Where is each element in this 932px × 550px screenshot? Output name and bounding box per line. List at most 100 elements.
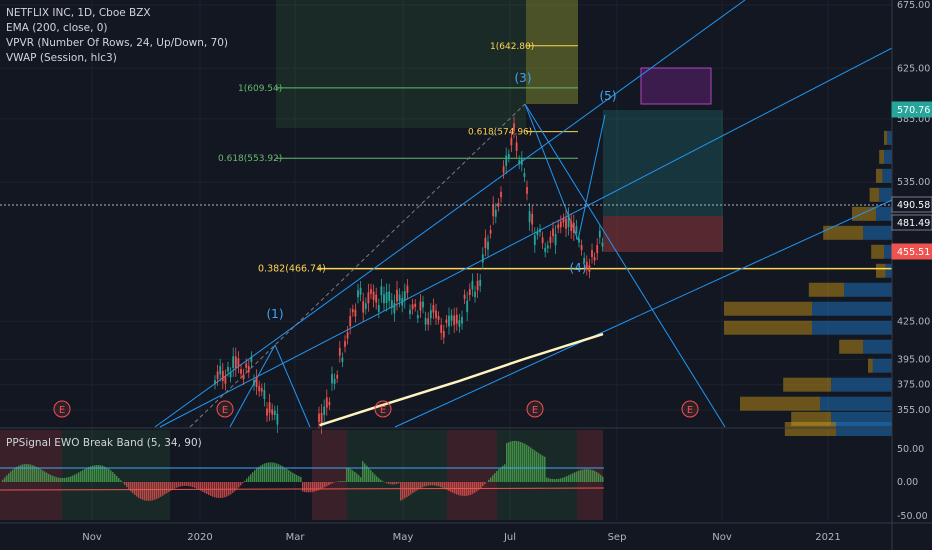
osc-bar [524, 443, 526, 482]
osc-tick-label: 50.00 [897, 444, 924, 455]
osc-bar [544, 456, 546, 482]
y-tick-label: 675.00 [897, 0, 930, 11]
candle-body [463, 294, 466, 299]
candle-body [240, 369, 242, 374]
osc-bar [480, 482, 482, 489]
osc-bar [126, 482, 128, 488]
osc-bar [236, 482, 238, 490]
osc-bar [592, 470, 594, 482]
candle-body [588, 265, 591, 272]
wave-label: (4) [570, 261, 587, 275]
candle-body [432, 305, 435, 313]
osc-bar [40, 469, 42, 482]
candle-body [427, 318, 430, 325]
osc-bar [442, 482, 444, 488]
candle-body [578, 238, 580, 243]
candle-body [533, 235, 536, 246]
candle-body [359, 287, 362, 295]
osc-bar [338, 481, 340, 482]
candle-body [390, 300, 393, 308]
osc-bar [404, 482, 406, 499]
vpvr-down-bar [812, 301, 892, 316]
osc-bar [250, 474, 252, 482]
candle-body [411, 304, 414, 310]
osc-bar [514, 440, 516, 482]
candle-body [377, 305, 380, 312]
candle-body [497, 202, 500, 207]
vpvr-down-bar [885, 263, 892, 278]
vpvr-down-bar [836, 421, 892, 436]
osc-bar [550, 478, 552, 482]
candle-body [276, 413, 279, 425]
osc-bar [54, 476, 56, 482]
osc-bar [432, 482, 434, 486]
osc-bar [62, 478, 64, 482]
osc-bar [256, 468, 258, 482]
candle-body [268, 402, 271, 413]
osc-bar [546, 477, 548, 482]
candle-body [526, 186, 528, 194]
vpvr-up-bar [868, 358, 873, 373]
x-tick-label: Sep [608, 532, 627, 543]
osc-bar [116, 475, 118, 482]
earnings-label: E [532, 405, 538, 416]
candle-body [502, 166, 505, 173]
vpvr-up-bar [724, 320, 812, 335]
osc-bar [434, 482, 436, 486]
candle-body [575, 226, 578, 234]
osc-bar [398, 482, 400, 484]
osc-bar [532, 448, 534, 482]
candle-body [557, 224, 560, 229]
candle-body [570, 221, 573, 231]
osc-bar [280, 465, 282, 482]
y-tick-label: 585.00 [897, 114, 930, 125]
channel-lower-line [394, 199, 893, 428]
wave-label: (3) [515, 71, 532, 85]
indicator-ema[interactable]: EMA (200, close, 0) [6, 22, 108, 34]
osc-bar [30, 464, 32, 482]
candle-body [367, 292, 370, 304]
vpvr-up-bar [871, 244, 884, 259]
osc-bar [508, 442, 510, 482]
osc-bar [84, 468, 86, 482]
candle-body [255, 377, 258, 387]
osc-bar [400, 482, 402, 501]
osc-bar [46, 472, 48, 482]
osc-bar [406, 482, 408, 498]
candle-body [232, 356, 235, 369]
osc-bar [424, 482, 426, 487]
candle-body [325, 397, 328, 408]
osc-bar [394, 482, 396, 485]
x-tick-label: Nov [82, 532, 102, 543]
wave1-line [229, 344, 276, 428]
candle-body [500, 191, 502, 198]
indicator-vwap[interactable]: VWAP (Session, hlc3) [6, 52, 117, 64]
osc-bar [574, 472, 576, 482]
candle-body [320, 412, 323, 425]
osc-bar [52, 475, 54, 482]
osc-bar [264, 463, 266, 482]
osc-bar [192, 482, 194, 488]
osc-bar [92, 465, 94, 482]
candle-body [247, 366, 250, 373]
fib-zone-left [276, 0, 526, 128]
osc-bar [142, 482, 144, 500]
osc-bar [18, 465, 20, 482]
indicator-vpvr[interactable]: VPVR (Number Of Rows, 24, Up/Down, 70) [6, 37, 229, 49]
osc-bar [484, 482, 486, 485]
osc-bar [510, 441, 512, 482]
osc-bar [80, 471, 82, 482]
osc-bar [302, 482, 304, 492]
osc-bar [586, 469, 588, 482]
osc-bar [526, 444, 528, 482]
osc-bar [232, 482, 234, 493]
vpvr-up-bar [839, 339, 864, 354]
osc-bar [4, 477, 6, 482]
osc-bar [154, 482, 156, 500]
candle-body [351, 309, 354, 313]
osc-bar [444, 482, 446, 489]
candle-body [515, 142, 518, 151]
osc-bar [182, 482, 184, 487]
oscillator-legend[interactable]: PPSignal EWO Break Band (5, 34, 90) [6, 437, 202, 449]
